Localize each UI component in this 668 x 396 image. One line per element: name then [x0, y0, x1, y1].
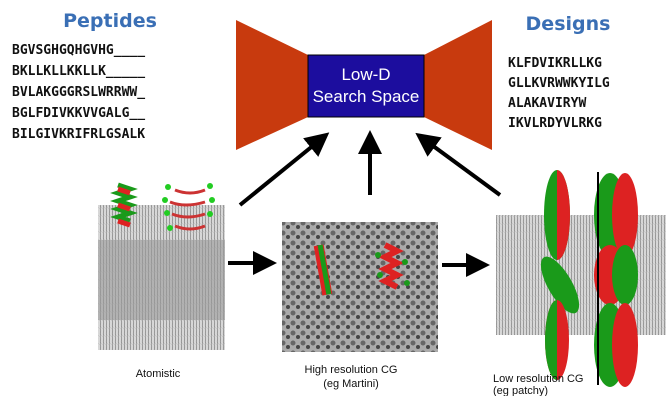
decoder-shape: [424, 20, 492, 150]
encoder-shape: [236, 20, 308, 150]
box-label: Search Space: [313, 87, 420, 106]
sequence: KLFDVIKRLLKG: [508, 56, 602, 71]
search-space-box: [307, 54, 425, 118]
sequence: BILGIVKRIFRLGSALK: [12, 127, 145, 142]
high-res-cg-image: [282, 222, 438, 352]
sequence: BKLLKLLKKLLK_____: [12, 64, 145, 79]
sequence: BGVSGHGQHGVHG____: [12, 43, 145, 58]
sequence: GLLKVRWWKYILG: [508, 76, 610, 91]
designs-title: Designs: [526, 13, 611, 35]
sequence: BGLFDIVKKVVGALG__: [12, 106, 145, 121]
peptides-title: Peptides: [63, 10, 157, 32]
caption: High resolution CG: [305, 364, 398, 376]
peptide-list: BGVSGHGQHGVHG____ BKLLKLLKKLLK_____ BVLA…: [12, 43, 145, 142]
caption: (eg Martini): [323, 378, 379, 390]
box-label: Low-D: [341, 65, 390, 84]
caption: Atomistic: [136, 368, 181, 380]
caption: (eg patchy): [493, 385, 548, 396]
sequence: BVLAKGGGRSLWRRWW_: [12, 85, 145, 100]
arrows: [228, 130, 502, 277]
sequence: ALAKAVIRYW: [508, 96, 586, 111]
low-res-cg-image: [496, 170, 666, 387]
sequence: IKVLRDYVLRKG: [508, 116, 602, 131]
caption: Low resolution CG: [493, 373, 584, 385]
atomistic-image: [98, 182, 225, 350]
design-list: KLFDVIKRLLKG GLLKVRWWKYILG ALAKAVIRYW IK…: [508, 56, 610, 131]
